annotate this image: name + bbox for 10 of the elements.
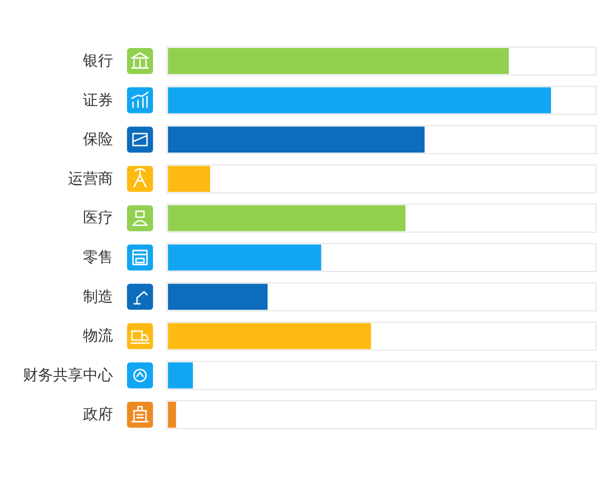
y-tick-label: 政府 [83,406,113,424]
y-tick-label: 证券 [83,92,113,109]
y-tick-label: 制造 [83,288,113,306]
y-tick-label: 运营商 [68,170,113,188]
y-tick-label: 银行 [82,52,113,70]
y-tick-label: 零售 [83,249,113,266]
y-tick-label: 财务共享中心 [23,366,113,384]
y-tick-label: 保险 [83,131,113,148]
y-tick-label: 物流 [83,328,113,345]
y-tick-label: 医疗 [83,210,113,227]
